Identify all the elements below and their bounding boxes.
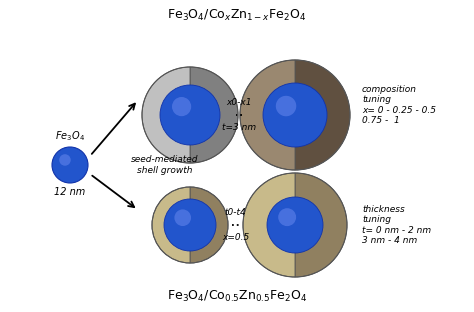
Text: 12 nm: 12 nm: [55, 187, 86, 197]
Circle shape: [267, 197, 323, 253]
Wedge shape: [152, 187, 190, 263]
Wedge shape: [142, 67, 190, 163]
Text: t0-t4: t0-t4: [225, 208, 246, 217]
Circle shape: [160, 85, 220, 145]
Wedge shape: [240, 60, 295, 170]
Text: Fe$_3$O$_4$/Co$_x$Zn$_{1-x}$Fe$_2$O$_4$: Fe$_3$O$_4$/Co$_x$Zn$_{1-x}$Fe$_2$O$_4$: [167, 8, 307, 23]
Wedge shape: [190, 187, 228, 263]
Circle shape: [278, 208, 296, 226]
Text: t=3 nm: t=3 nm: [222, 123, 256, 132]
Circle shape: [174, 209, 191, 226]
Circle shape: [172, 97, 191, 116]
Text: Fe$_3$O$_4$/Co$_{0.5}$Zn$_{0.5}$Fe$_2$O$_4$: Fe$_3$O$_4$/Co$_{0.5}$Zn$_{0.5}$Fe$_2$O$…: [167, 289, 307, 304]
Text: thickness
tuning
t= 0 nm - 2 nm
3 nm - 4 nm: thickness tuning t= 0 nm - 2 nm 3 nm - 4…: [362, 205, 431, 245]
Circle shape: [164, 199, 216, 251]
Wedge shape: [295, 173, 347, 277]
Text: seed-mediated
shell growth: seed-mediated shell growth: [131, 155, 199, 175]
Circle shape: [52, 147, 88, 183]
Circle shape: [276, 96, 296, 116]
Wedge shape: [190, 67, 238, 163]
Text: composition
tuning
x= 0 - 0.25 - 0.5
0.75 -  1: composition tuning x= 0 - 0.25 - 0.5 0.7…: [362, 85, 436, 125]
Wedge shape: [295, 60, 350, 170]
Text: x=0.5: x=0.5: [222, 233, 249, 242]
Circle shape: [263, 83, 327, 147]
Wedge shape: [243, 173, 295, 277]
Text: x0-x1: x0-x1: [226, 98, 252, 107]
Text: Fe$_3$O$_4$: Fe$_3$O$_4$: [55, 129, 85, 143]
Circle shape: [59, 154, 71, 166]
